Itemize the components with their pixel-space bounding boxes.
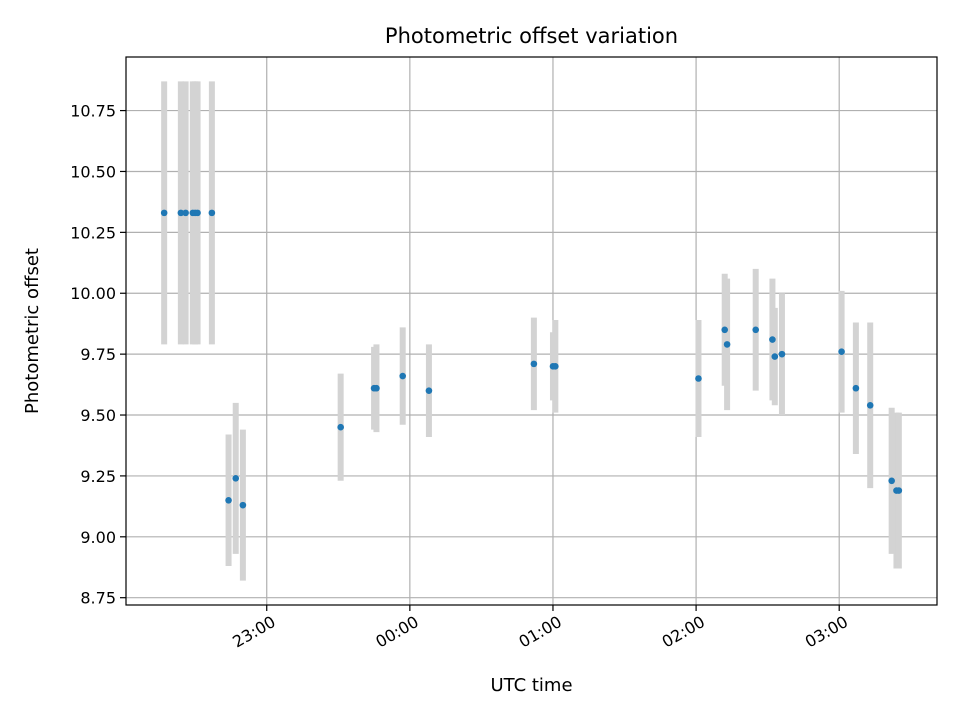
data-point xyxy=(866,401,874,409)
y-tick-label: 9.75 xyxy=(80,345,116,364)
data-point xyxy=(888,477,895,485)
y-tick-label: 8.75 xyxy=(80,589,116,608)
y-tick-label: 10.50 xyxy=(70,162,116,181)
data-point xyxy=(399,372,406,380)
y-axis-label: Photometric offset xyxy=(22,248,43,414)
data-point xyxy=(838,348,845,356)
x-axis-label: UTC time xyxy=(490,675,572,696)
chart-title: Photometric offset variation xyxy=(385,24,678,48)
data-point xyxy=(337,423,344,431)
data-point xyxy=(723,341,731,348)
data-point xyxy=(373,384,380,392)
y-tick-label: 9.50 xyxy=(80,406,116,425)
data-points xyxy=(160,209,903,509)
data-point xyxy=(182,209,189,217)
data-point xyxy=(852,384,860,392)
y-tick-label: 10.00 xyxy=(70,284,116,303)
plot-frame xyxy=(125,56,938,606)
data-point xyxy=(425,387,433,394)
data-point xyxy=(752,326,760,334)
data-point xyxy=(530,360,538,368)
data-point xyxy=(225,496,232,504)
data-point xyxy=(208,209,216,217)
data-point xyxy=(695,375,702,382)
y-tick-label: 9.00 xyxy=(80,528,116,547)
y-axis: 8.75 9.00 9.25 9.50 9.75 10.00 10.25 10.50 10.75 xyxy=(70,102,126,608)
data-point xyxy=(721,326,729,334)
data-point xyxy=(895,487,903,494)
y-tick-label: 10.25 xyxy=(70,223,116,242)
y-tick-label: 9.25 xyxy=(80,467,116,486)
data-point xyxy=(194,209,201,217)
data-point xyxy=(239,501,247,509)
data-point xyxy=(769,336,776,343)
y-tick-label: 10.75 xyxy=(70,102,116,121)
data-point xyxy=(771,353,779,360)
data-point xyxy=(160,209,168,217)
data-point xyxy=(552,363,559,370)
data-point xyxy=(177,209,185,217)
data-point xyxy=(232,475,240,482)
data-point xyxy=(778,350,786,358)
